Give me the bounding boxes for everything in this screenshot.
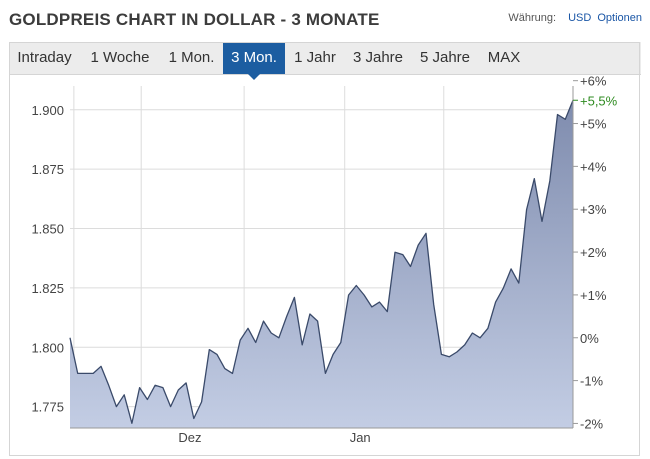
currency-selector[interactable]: USD xyxy=(568,12,592,24)
y-left-tick-label: 1.900 xyxy=(31,103,64,118)
y-left-tick-label: 1.875 xyxy=(31,162,64,177)
y-left-tick-label: 1.775 xyxy=(31,400,64,415)
tab-5-jahre[interactable]: 5 Jahre xyxy=(419,49,471,66)
tab-1-mon[interactable]: 1 Mon. xyxy=(168,49,215,66)
price-area xyxy=(70,100,573,429)
timerange-tabs: Intraday 1 Woche 1 Mon. 3 Mon. 1 Jahr 3 … xyxy=(9,42,641,80)
tab-1-jahr[interactable]: 1 Jahr xyxy=(294,49,336,66)
y-right-tick-label: +3% xyxy=(580,202,607,217)
y-left-tick-label: 1.800 xyxy=(31,340,64,355)
chart-title: GOLDPREIS CHART IN DOLLAR - 3 MONATE xyxy=(9,10,380,29)
x-tick-label: Jan xyxy=(350,430,371,445)
y-right-tick-label: +4% xyxy=(580,159,607,174)
y-right-tick-label: +2% xyxy=(580,245,607,260)
currency-label: Währung: xyxy=(508,12,557,24)
y-right-tick-label: -1% xyxy=(580,374,604,389)
y-left-tick-label: 1.850 xyxy=(31,222,64,237)
y-right-tick-label: 0% xyxy=(580,331,599,346)
y-right-tick-label: +1% xyxy=(580,288,607,303)
y-right-tick-label: +6% xyxy=(580,74,607,89)
y-right-tick-label: -2% xyxy=(580,416,604,431)
tab-intraday[interactable]: Intraday xyxy=(17,49,72,66)
price-line xyxy=(69,100,574,424)
y-right-tick-label: +5% xyxy=(580,117,607,132)
tab-3-mon[interactable]: 3 Mon. xyxy=(223,42,285,80)
chart-header: GOLDPREIS CHART IN DOLLAR - 3 MONATE Wäh… xyxy=(0,0,650,40)
options-link[interactable]: Optionen xyxy=(597,12,642,24)
header-options: Währung: USD Optionen xyxy=(508,12,642,24)
tab-1-woche[interactable]: 1 Woche xyxy=(90,49,150,66)
tab-max[interactable]: MAX xyxy=(487,49,521,66)
x-tick-label: Dez xyxy=(178,430,201,445)
last-change-label: +5,5% xyxy=(580,93,618,108)
y-left-tick-label: 1.825 xyxy=(31,281,64,296)
tab-3-jahre[interactable]: 3 Jahre xyxy=(352,49,404,66)
